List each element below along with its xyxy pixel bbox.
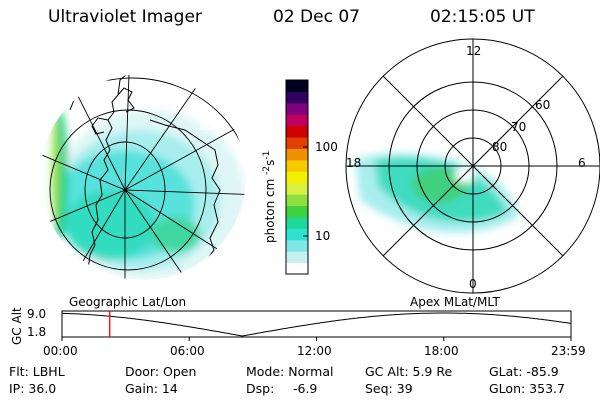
colorbar-swatch [286,114,308,127]
colorbar-swatch [286,102,308,115]
alt-tick-9: 9.0 [27,307,47,321]
mlat-label-70: 70 [511,120,527,134]
mlat-label-80: 80 [492,140,508,154]
info-dsp-value: -6.9 [293,381,318,396]
mlt-label-12: 12 [466,44,482,58]
mlat-label-60: 60 [535,98,551,112]
geographic-label: Geographic Lat/Lon [69,295,187,309]
alt-tick-1-8: 1.8 [27,325,47,339]
colorbar [285,79,309,275]
colorbar-swatch [286,80,308,92]
colorbar-swatch [286,228,308,241]
info-dsp-label: Dsp: [246,381,275,396]
mlt-label-0: 0 [469,277,477,291]
colorbar-swatch [286,148,308,161]
mlt-label-6: 6 [578,156,586,170]
colorbar-swatch [286,182,308,195]
time-tick-1800: 18:00 [424,344,459,358]
colorbar-swatch [286,194,308,207]
colorbar-tick-100: 100 [315,140,338,154]
polar-grid [345,38,600,294]
colorbar-swatch [286,262,308,275]
info-filter: Flt: LBHL [9,364,65,379]
colorbar-unit-label: photon cm -2s-1 [262,150,277,243]
colorbar-swatch [286,125,308,138]
auroral-emission-left [52,110,245,280]
colorbar-swatch [286,137,308,149]
time-tick-0600: 06:00 [170,344,205,358]
colorbar-swatch [286,159,308,172]
time-tick-1200: 12:00 [297,344,332,358]
time-tick-0000: 00:00 [43,344,78,358]
info-glon: GLon: 353.7 [489,381,565,396]
time-tick-2359: 23:59 [551,344,586,358]
colorbar-swatch [286,239,308,252]
date-label: 02 Dec 07 [273,7,360,27]
colorbar-tick-10: 10 [315,229,331,243]
instrument-title: Ultraviolet Imager [48,7,202,27]
gc-alt-axis-label: GC Alt [10,307,24,345]
colorbar-swatch [286,91,308,104]
info-mode: Mode: Normal [246,364,334,379]
colorbar-frame [285,79,309,275]
info-seq: Seq: 39 [365,381,413,396]
info-glat: GLat: -85.9 [489,364,559,379]
polar-plot [345,38,600,294]
info-ip: IP: 36.0 [9,381,57,396]
auroral-oval [355,153,520,233]
mlt-label-18: 18 [346,156,362,170]
info-gain: Gain: 14 [125,381,178,396]
orbit-altitude-curve [61,312,572,337]
colorbar-swatch [286,251,308,264]
apex-label: Apex MLat/MLT [410,295,500,309]
info-door: Door: Open [125,364,197,379]
geographic-image [40,74,246,280]
colorbar-swatch [286,216,308,229]
info-gc-alt: GC Alt: 5.9 Re [365,364,453,379]
time-label: 02:15:05 UT [430,7,535,27]
altitude-strip [61,310,572,341]
colorbar-swatch [286,171,308,184]
colorbar-swatch [286,205,308,218]
